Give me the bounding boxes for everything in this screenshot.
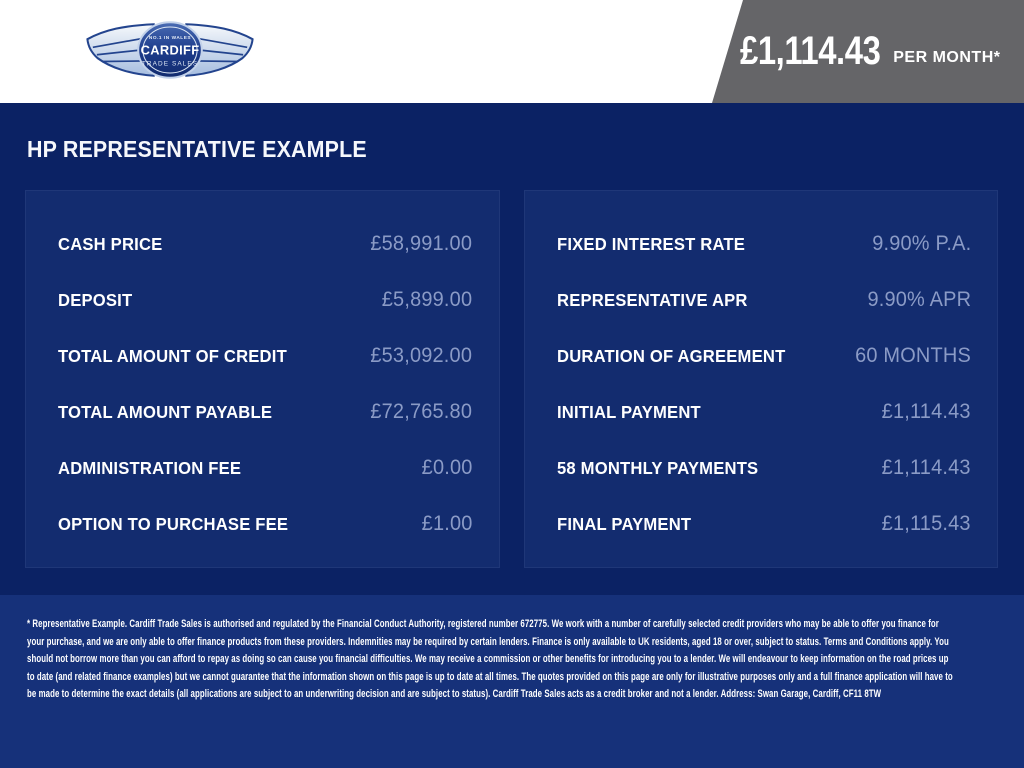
finance-row-total-payable: TOTAL AMOUNT PAYABLE £72,765.80 [25,384,500,440]
logo-name-top: CARDIFF [141,43,200,58]
finance-row-value: £72,765.80 [370,400,473,423]
header-bar: NO.1 IN WALES CARDIFF TRADE SALES £1,114… [0,0,1024,103]
finance-row-value: 60 MONTHS [855,344,971,367]
finance-row-deposit: DEPOSIT £5,899.00 [25,272,500,328]
monthly-price-amount: £1,114.43 [740,29,881,73]
finance-row-cash-price: CASH PRICE £58,991.00 [25,216,500,272]
monthly-price-badge: £1,114.43 PER MONTH* [712,0,1024,103]
finance-row-label: INITIAL PAYMENT [556,401,701,422]
dealer-logo-badge-icon: NO.1 IN WALES CARDIFF TRADE SALES [86,21,254,79]
finance-panels: CASH PRICE £58,991.00 DEPOSIT £5,899.00 … [25,190,998,568]
disclaimer-footer: * Representative Example. Cardiff Trade … [0,595,1024,768]
finance-row-initial-payment: INITIAL PAYMENT £1,114.43 [524,384,999,440]
finance-row-value: £1,114.43 [882,400,971,423]
finance-section: HP REPRESENTATIVE EXAMPLE CASH PRICE £58… [0,103,1024,595]
finance-panel-left: CASH PRICE £58,991.00 DEPOSIT £5,899.00 … [25,190,500,568]
finance-row-value: £1.00 [421,512,473,535]
logo-tagline: NO.1 IN WALES [149,35,191,41]
finance-row-apr: REPRESENTATIVE APR 9.90% APR [524,272,999,328]
finance-row-value: £53,092.00 [370,344,473,367]
finance-row-label: FINAL PAYMENT [556,513,691,534]
finance-row-label: FIXED INTEREST RATE [556,233,745,254]
logo-center-oval: NO.1 IN WALES CARDIFF TRADE SALES [137,21,203,79]
finance-row-interest-rate: FIXED INTEREST RATE 9.90% P.A. [524,216,999,272]
finance-row-label: REPRESENTATIVE APR [556,289,748,310]
logo-name-bottom: TRADE SALES [142,61,198,68]
finance-row-value: £58,991.00 [370,232,473,255]
dealer-logo[interactable]: NO.1 IN WALES CARDIFF TRADE SALES [82,15,258,85]
finance-row-label: ADMINISTRATION FEE [58,457,242,478]
finance-row-label: TOTAL AMOUNT PAYABLE [58,401,273,422]
finance-row-value: 9.90% P.A. [871,232,971,255]
finance-panel-right: FIXED INTEREST RATE 9.90% P.A. REPRESENT… [523,190,999,568]
finance-row-total-credit: TOTAL AMOUNT OF CREDIT £53,092.00 [25,328,500,384]
finance-row-option-fee: OPTION TO PURCHASE FEE £1.00 [25,496,500,552]
finance-row-label: 58 MONTHLY PAYMENTS [556,457,758,478]
finance-row-admin-fee: ADMINISTRATION FEE £0.00 [25,440,500,496]
finance-row-monthly-payments: 58 MONTHLY PAYMENTS £1,114.43 [524,440,999,496]
finance-row-label: CASH PRICE [58,233,163,254]
finance-row-duration: DURATION OF AGREEMENT 60 MONTHS [524,328,999,384]
finance-row-value: £0.00 [421,456,473,479]
finance-row-label: OPTION TO PURCHASE FEE [58,513,289,534]
finance-row-value: 9.90% APR [867,288,971,311]
finance-row-final-payment: FINAL PAYMENT £1,115.43 [524,496,999,552]
page-title: HP REPRESENTATIVE EXAMPLE [27,136,367,162]
finance-row-value: £1,114.43 [882,456,971,479]
finance-row-value: £1,115.43 [882,512,971,535]
finance-row-label: DEPOSIT [58,289,133,310]
monthly-price-period: PER MONTH* [893,48,1001,66]
finance-row-label: DURATION OF AGREEMENT [556,345,785,366]
finance-row-value: £5,899.00 [382,288,473,311]
disclaimer-text: * Representative Example. Cardiff Trade … [27,618,953,700]
finance-row-label: TOTAL AMOUNT OF CREDIT [58,345,287,366]
